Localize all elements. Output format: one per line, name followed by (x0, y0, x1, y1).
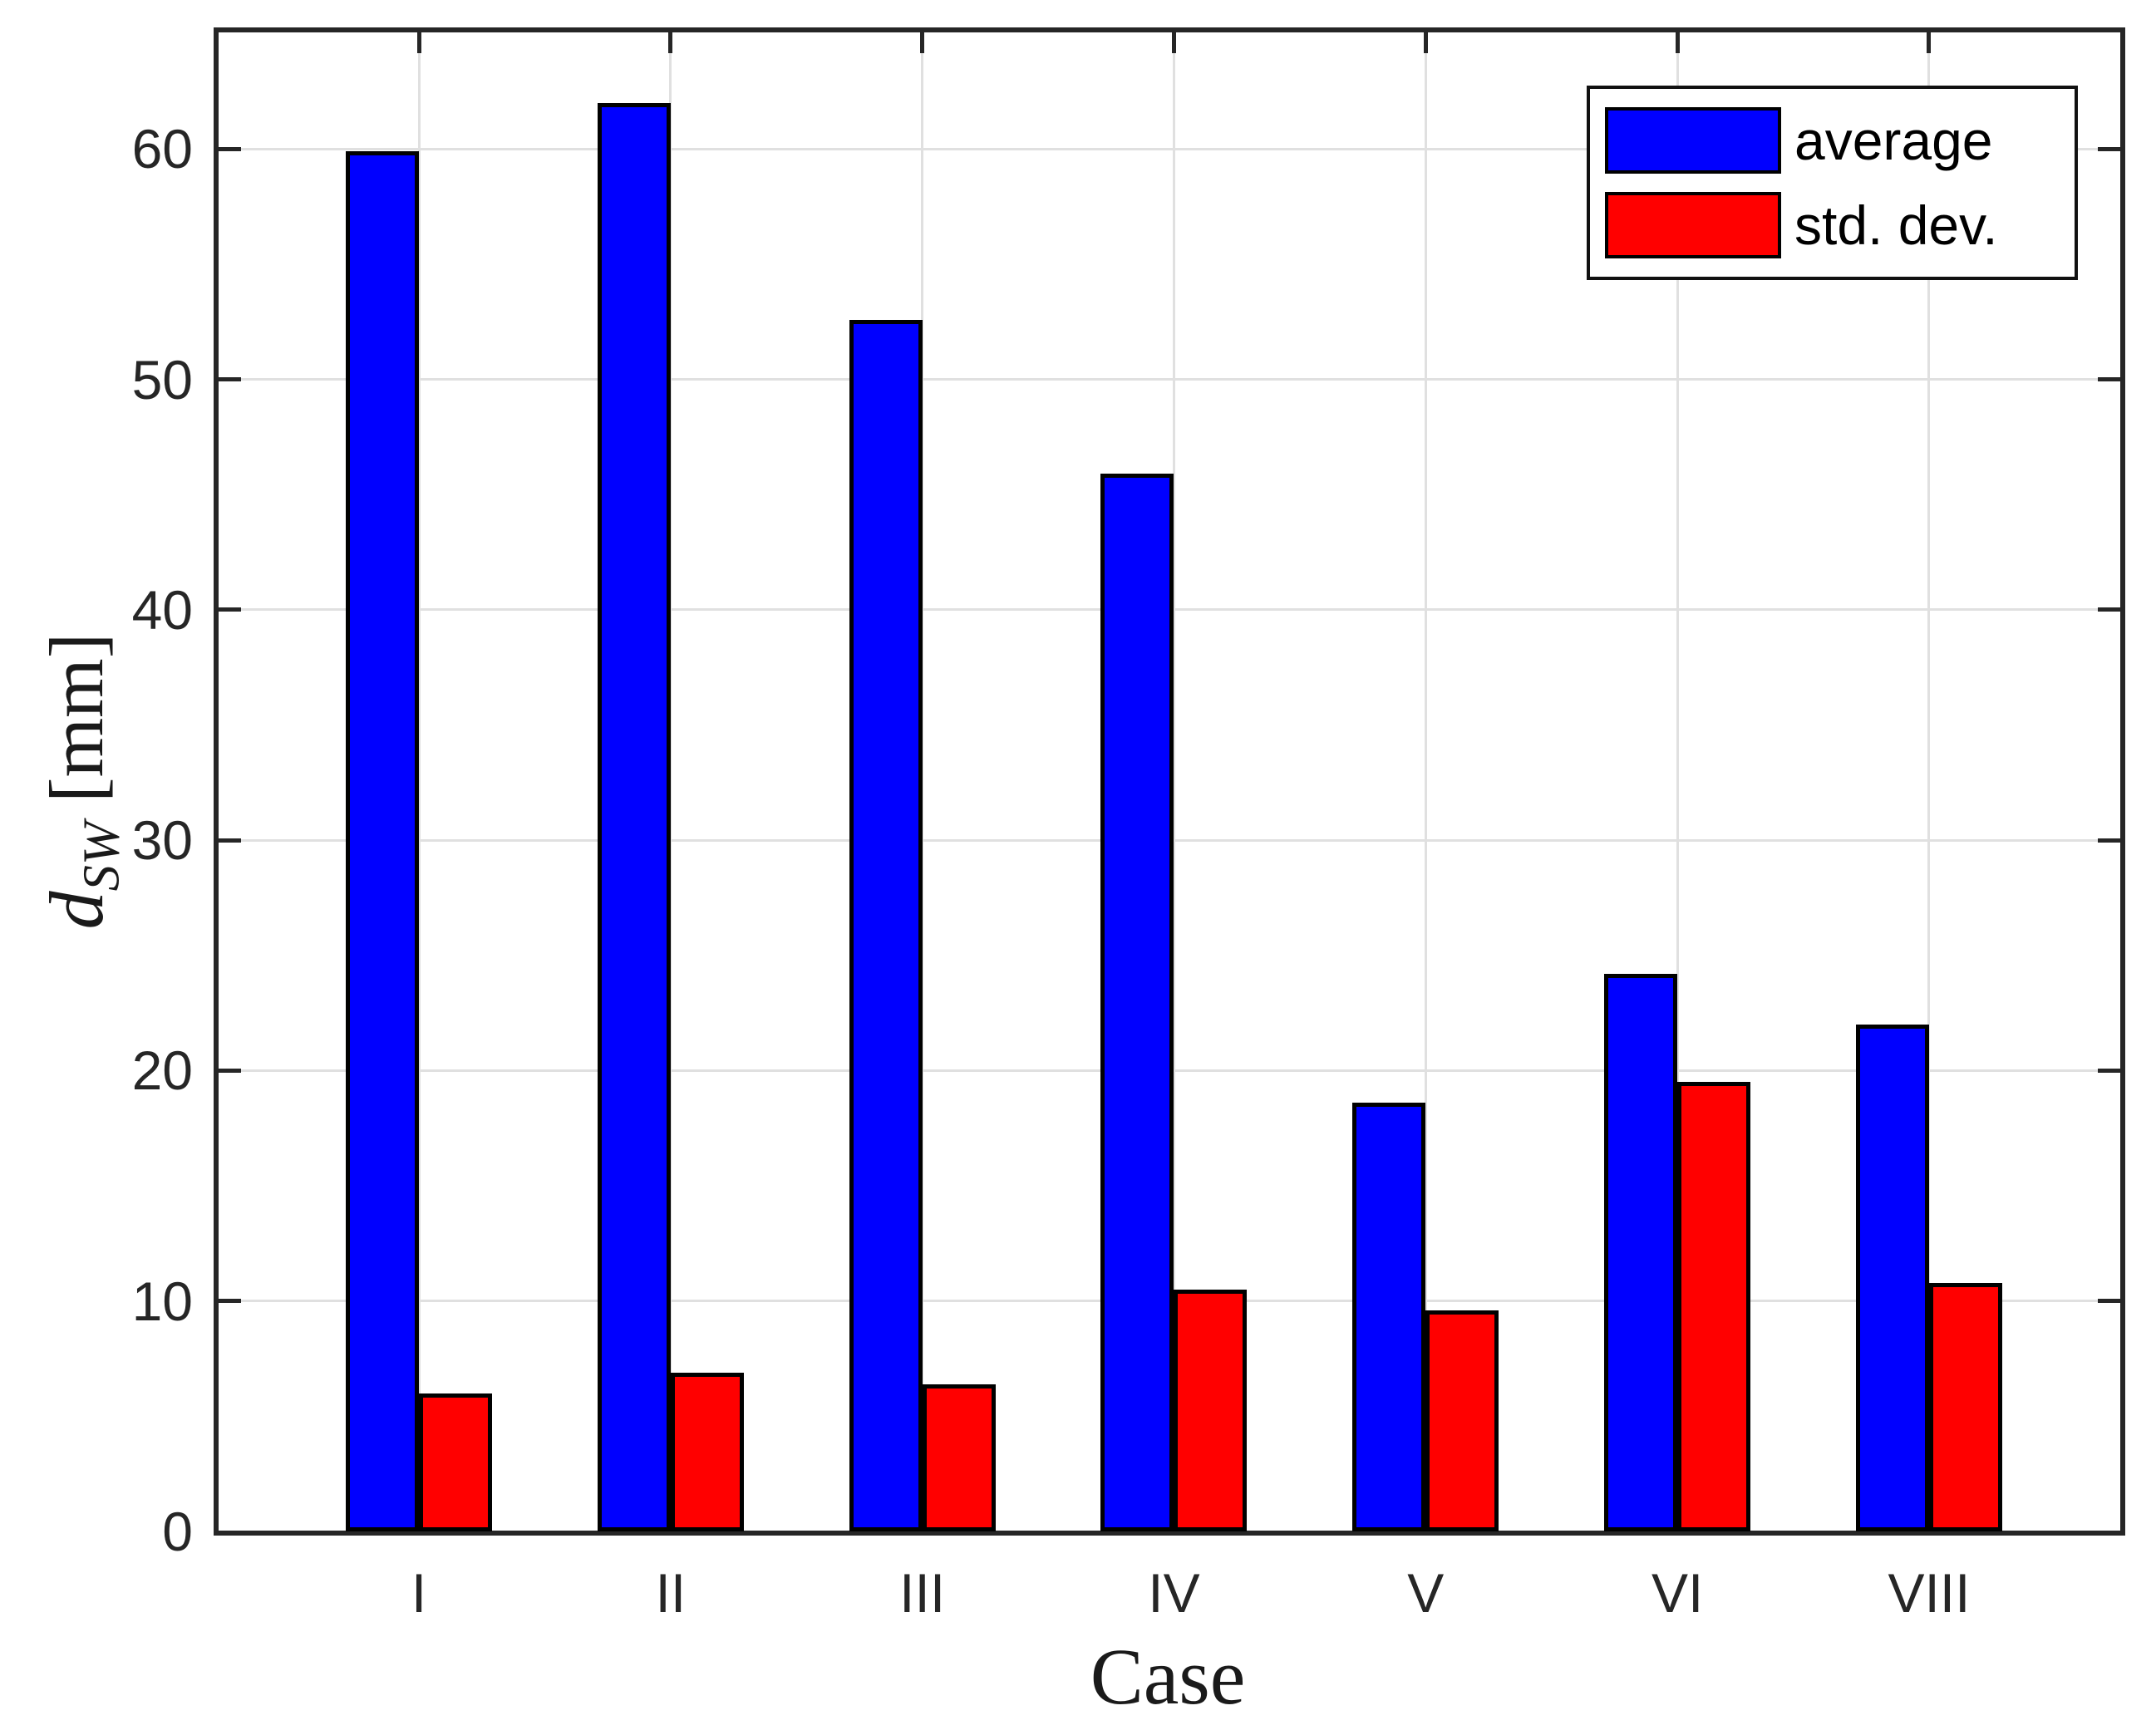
bar-std-dev-I (419, 1393, 492, 1531)
y-tick-label-20: 20 (131, 1040, 193, 1102)
y-tick-left-40 (218, 607, 241, 612)
y-tick-left-60 (218, 146, 241, 151)
y-axis-title: dSW [mm] (33, 490, 130, 1072)
gridline-x-VI (1676, 32, 1679, 1531)
bar-std-dev-II (670, 1372, 744, 1531)
y-tick-right-30 (2098, 838, 2121, 843)
x-tick-label-V: V (1407, 1562, 1445, 1624)
plot-area (218, 32, 2121, 1531)
y-tick-label-30: 30 (131, 809, 193, 872)
y-tick-label-40: 40 (131, 578, 193, 641)
gridline-x-II (669, 32, 672, 1531)
bar-average-I (346, 151, 419, 1531)
bar-std-dev-VI (1677, 1082, 1751, 1531)
y-tick-left-30 (218, 838, 241, 843)
bar-average-VIII (1855, 1025, 1929, 1531)
bar-std-dev-III (922, 1384, 996, 1531)
legend-label-average: average (1794, 110, 1993, 171)
legend: average std. dev. (1587, 86, 2078, 280)
gridline-x-IV (1172, 32, 1175, 1531)
x-tick-top-IV (1171, 32, 1176, 53)
x-tick-label-I: I (411, 1562, 427, 1624)
bar-average-IV (1100, 474, 1174, 1531)
y-tick-label-10: 10 (131, 1270, 193, 1332)
y-tick-left-50 (218, 377, 241, 382)
gridline-x-III (921, 32, 924, 1531)
gridline-x-VIII (1927, 32, 1931, 1531)
legend-row-average: average (1605, 107, 2075, 174)
y-tick-right-60 (2098, 146, 2121, 151)
y-tick-label-50: 50 (131, 348, 193, 410)
x-tick-top-I (416, 32, 421, 53)
x-tick-top-VIII (1927, 32, 1932, 53)
gridline-x-V (1424, 32, 1427, 1531)
x-axis-title: Case (1090, 1632, 1246, 1721)
bar-average-VI (1604, 974, 1678, 1531)
y-axis-unit: [mm] (34, 632, 119, 804)
y-tick-label-0: 0 (162, 1501, 193, 1562)
bar-std-dev-V (1425, 1310, 1499, 1531)
y-axis-subscript: SW (71, 822, 130, 892)
legend-swatch-average (1605, 107, 1781, 174)
y-tick-left-20 (218, 1068, 241, 1073)
x-tick-label-II: II (655, 1562, 687, 1624)
legend-swatch-std-dev (1605, 192, 1781, 258)
bar-std-dev-IV (1174, 1289, 1248, 1531)
y-tick-right-50 (2098, 377, 2121, 382)
x-tick-top-II (668, 32, 673, 53)
y-tick-left-10 (218, 1299, 241, 1304)
gridline-y-50 (218, 378, 2121, 381)
bar-average-II (597, 102, 671, 1531)
x-tick-top-III (920, 32, 925, 53)
y-axis-symbol: d (34, 891, 119, 930)
x-tick-label-III: III (899, 1562, 946, 1624)
x-tick-label-IV: IV (1148, 1562, 1200, 1624)
x-tick-label-VIII: VIII (1888, 1562, 1971, 1624)
x-tick-top-V (1423, 32, 1428, 53)
y-tick-right-20 (2098, 1068, 2121, 1073)
y-tick-right-40 (2098, 607, 2121, 612)
gridline-x-I (417, 32, 421, 1531)
bar-average-V (1352, 1103, 1426, 1531)
y-tick-right-10 (2098, 1299, 2121, 1304)
legend-label-std-dev: std. dev. (1794, 194, 1998, 256)
bar-std-dev-VIII (1928, 1282, 2002, 1531)
legend-row-std-dev: std. dev. (1605, 192, 2075, 258)
gridline-y-60 (218, 147, 2121, 150)
y-tick-label-60: 60 (131, 118, 193, 180)
bar-average-III (849, 319, 923, 1531)
x-tick-label-VI: VI (1651, 1562, 1704, 1624)
x-tick-top-VI (1675, 32, 1680, 53)
